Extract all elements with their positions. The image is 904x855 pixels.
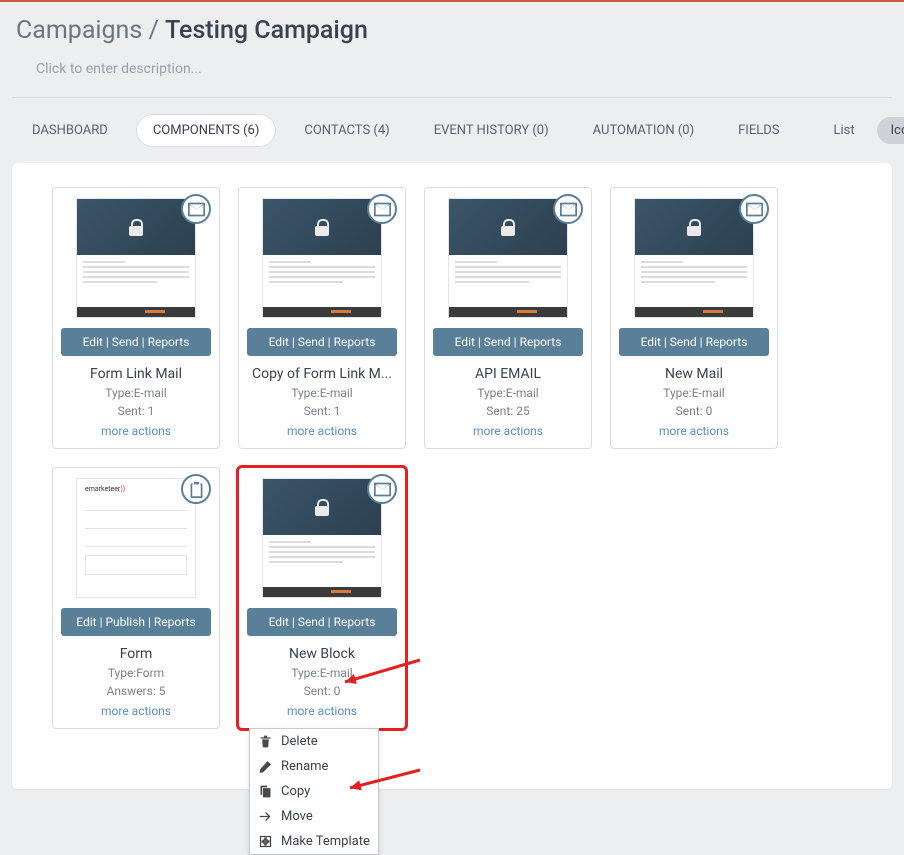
card-title: Copy of Form Link M...: [239, 364, 405, 384]
content-panel: Edit | Send | ReportsForm Link MailType:…: [12, 163, 892, 789]
more-actions-link[interactable]: more actions: [53, 420, 219, 448]
component-card[interactable]: Edit | Send | Reports API EMAILType:E-mai…: [424, 187, 592, 449]
menu-item-make-template[interactable]: Make Template: [250, 829, 378, 854]
breadcrumb-sep: /: [142, 16, 165, 45]
menu-label: Move: [281, 809, 313, 824]
card-title: API EMAIL: [425, 364, 591, 384]
menu-item-copy[interactable]: Copy: [250, 779, 378, 804]
tab-fields[interactable]: FIELDS: [722, 115, 795, 146]
card-thumbnail[interactable]: [448, 198, 568, 318]
card-type: Type:E-mail: [611, 384, 777, 402]
card-actions-button[interactable]: Edit | Publish | Reports: [61, 608, 211, 636]
mail-icon: [739, 194, 769, 224]
card-title: New Block: [239, 644, 405, 664]
tab-components[interactable]: COMPONENTS (6): [136, 114, 277, 147]
menu-item-move[interactable]: Move: [250, 804, 378, 829]
card-type: Type:Form: [53, 664, 219, 682]
clipboard-icon: [181, 474, 211, 504]
mail-icon: [367, 194, 397, 224]
card-type: Type:E-mail: [53, 384, 219, 402]
card-thumbnail[interactable]: [76, 198, 196, 318]
description-input[interactable]: Click to enter description...: [0, 53, 904, 97]
tab-event-history[interactable]: EVENT HISTORY (0): [418, 115, 565, 146]
component-card[interactable]: emarketeer)) Edit | Publish | Reports Form…: [52, 467, 220, 729]
more-actions-link[interactable]: more actions: [239, 420, 405, 448]
component-card[interactable]: Edit | Send | Reports New MailType:E-mail…: [610, 187, 778, 449]
card-stat: Sent: 1: [239, 402, 405, 420]
card-actions-button[interactable]: Edit | Send | Reports: [61, 328, 211, 356]
card-actions-button[interactable]: Edit | Send | Reports: [433, 328, 583, 356]
card-thumbnail[interactable]: [262, 478, 382, 598]
menu-label: Rename: [281, 759, 328, 774]
card-actions-button[interactable]: Edit | Send | Reports: [247, 328, 397, 356]
card-stat: Sent: 1: [53, 402, 219, 420]
card-stat: Answers: 5: [53, 682, 219, 700]
tab-automation[interactable]: AUTOMATION (0): [577, 115, 710, 146]
component-card[interactable]: Edit | Send | Reports Form Link MailType:…: [52, 187, 220, 449]
card-title: Form: [53, 644, 219, 664]
tab-contacts[interactable]: CONTACTS (4): [288, 115, 405, 146]
menu-label: Delete: [281, 734, 318, 749]
card-stat: Sent: 25: [425, 402, 591, 420]
mail-icon: [181, 194, 211, 224]
card-thumbnail[interactable]: [634, 198, 754, 318]
card-type: Type:E-mail: [425, 384, 591, 402]
component-card[interactable]: Edit | Send | Reports New BlockType:E-mai…: [238, 467, 406, 729]
card-thumbnail[interactable]: [262, 198, 382, 318]
menu-item-delete[interactable]: Delete: [250, 729, 378, 754]
card-actions-button[interactable]: Edit | Send | Reports: [619, 328, 769, 356]
card-thumbnail[interactable]: emarketeer)): [76, 478, 196, 598]
view-icons-button[interactable]: Icons: [877, 117, 904, 144]
breadcrumb-current: Testing Campaign: [165, 16, 368, 45]
menu-label: Make Template: [281, 834, 370, 849]
mail-icon: [367, 474, 397, 504]
breadcrumb-parent[interactable]: Campaigns: [16, 16, 142, 45]
card-stat: Sent: 0: [239, 682, 405, 700]
more-actions-link[interactable]: more actions: [425, 420, 591, 448]
component-card[interactable]: Edit | Send | Reports Copy of Form Link M…: [238, 187, 406, 449]
more-actions-link[interactable]: more actions: [53, 700, 219, 728]
more-actions-link[interactable]: more actions: [611, 420, 777, 448]
card-stat: Sent: 0: [611, 402, 777, 420]
mail-icon: [553, 194, 583, 224]
tab-dashboard[interactable]: DASHBOARD: [16, 115, 124, 146]
cards-grid: Edit | Send | ReportsForm Link MailType:…: [52, 187, 852, 729]
view-list-button[interactable]: List: [819, 117, 868, 144]
breadcrumb: Campaigns / Testing Campaign: [16, 16, 888, 45]
menu-item-rename[interactable]: Rename: [250, 754, 378, 779]
tabs-row: DASHBOARD COMPONENTS (6) CONTACTS (4) EV…: [0, 114, 904, 163]
more-actions-link[interactable]: more actions: [239, 700, 405, 728]
more-actions-menu: Delete Rename Copy Move Make Template: [249, 728, 379, 855]
card-actions-button[interactable]: Edit | Send | Reports: [247, 608, 397, 636]
card-type: Type:E-mail: [239, 384, 405, 402]
card-title: New Mail: [611, 364, 777, 384]
view-toggle: List Icons: [819, 117, 904, 144]
card-type: Type:E-mail: [239, 664, 405, 682]
divider: [12, 97, 892, 98]
card-title: Form Link Mail: [53, 364, 219, 384]
menu-label: Copy: [281, 784, 310, 799]
